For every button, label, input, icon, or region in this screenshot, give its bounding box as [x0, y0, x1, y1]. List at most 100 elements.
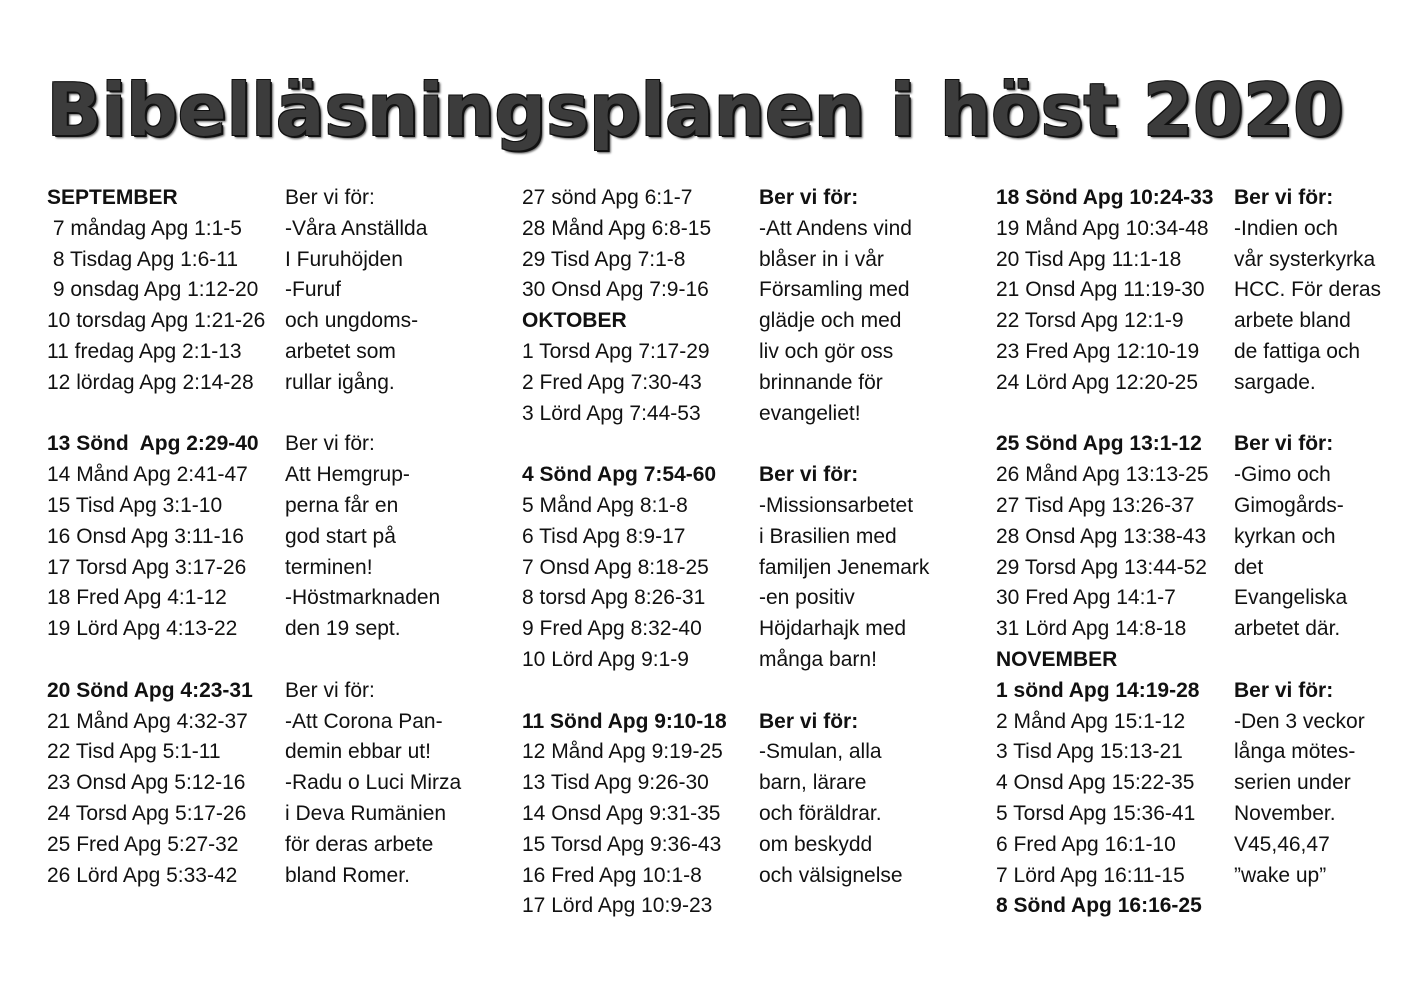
spacer-line	[47, 399, 265, 430]
text-line: de fattiga och	[1234, 339, 1361, 363]
text-line: Ber vi för:	[1234, 186, 1334, 209]
text-line: familjen Jenemark	[759, 555, 930, 579]
text-line: Ber vi för:	[285, 678, 375, 702]
text-line: 21 Månd Apg 4:32-37	[47, 709, 248, 733]
text-line: 20 Sönd Apg 4:23-31	[47, 678, 253, 702]
text-line: 2 Fred Apg 7:30-43	[522, 370, 702, 394]
text-line: 27 Tisd Apg 13:26-37	[996, 493, 1195, 517]
text-line: 18 Fred Apg 4:1-12	[47, 586, 227, 610]
text-line: 27 sönd Apg 6:1-7	[522, 186, 693, 209]
text-line: glädje och med	[759, 309, 902, 333]
text-line: 11 fredag Apg 2:1-13	[47, 339, 242, 363]
text-line: -Våra Anställda	[285, 216, 428, 240]
text-line: November.	[1234, 801, 1336, 825]
text-line: Att Hemgrup-	[285, 463, 410, 487]
text-line: i Deva Rumänien	[285, 801, 447, 825]
text-line: i Brasilien med	[759, 524, 897, 548]
text-line: 3 Tisd Apg 15:13-21	[996, 740, 1183, 764]
text-line: bland Romer.	[285, 863, 410, 887]
text-line: 26 Lörd Apg 5:33-42	[47, 863, 238, 887]
text-line: Ber vi för:	[1234, 432, 1334, 456]
text-line: Ber vi för:	[1234, 678, 1334, 702]
prayer-column-september: Ber vi för: -Våra Anställda I Furuhöjden -F…	[285, 183, 461, 891]
text-line: 30 Fred Apg 14:1-7	[996, 586, 1176, 610]
text-line: 29 Tisd Apg 7:1-8	[522, 247, 686, 271]
text-line: 28 Månd Apg 6:8-15	[522, 216, 712, 240]
page-title: Bibelläsningsplanen i höst 2020	[46, 68, 1344, 152]
text-line: SEPTEMBER	[47, 186, 178, 209]
text-line: 5 Månd Apg 8:1-8	[522, 493, 688, 517]
text-line: 4 Sönd Apg 7:54-60	[522, 463, 717, 487]
text-line: Församling med	[759, 278, 910, 302]
spacer-line	[1234, 645, 1381, 676]
text-line: 19 Lörd Apg 4:13-22	[47, 617, 238, 641]
text-line: den 19 sept.	[285, 617, 401, 641]
text-line: blåser in i vår	[759, 247, 884, 271]
text-line: 12 Månd Apg 9:19-25	[522, 740, 723, 764]
text-line: 16 Fred Apg 10:1-8	[522, 863, 702, 887]
text-line: -Den 3 veckor	[1234, 709, 1365, 733]
spacer-line	[285, 399, 461, 430]
text-line: och välsignelse	[759, 863, 903, 887]
text-line: 9 onsdag Apg 1:12-20	[47, 278, 259, 302]
prayer-column-october: Ber vi för: -Att Andens vind blåser in i v…	[759, 183, 929, 891]
text-line: Ber vi för:	[759, 709, 859, 733]
text-line: I Furuhöjden	[285, 247, 403, 271]
text-line: Ber vi för:	[759, 186, 859, 209]
text-line: brinnande för	[759, 370, 883, 394]
text-line: ”wake up”	[1234, 863, 1327, 887]
text-line: 23 Fred Apg 12:10-19	[996, 339, 1200, 363]
text-line: 8 torsd Apg 8:26-31	[522, 586, 706, 610]
text-line: 15 Tisd Apg 3:1-10	[47, 493, 223, 517]
text-line: HCC. För deras	[1234, 278, 1382, 302]
text-line: 6 Fred Apg 16:1-10	[996, 832, 1176, 856]
text-line: -Indien och	[1234, 216, 1338, 240]
text-line: arbete bland	[1234, 309, 1351, 333]
text-line: demin ebbar ut!	[285, 740, 431, 764]
spacer-line	[1234, 399, 1381, 430]
text-line: om beskydd	[759, 832, 873, 856]
text-line: Gimogårds-	[1234, 493, 1344, 517]
spacer-line	[759, 676, 929, 707]
text-line: 7 måndag Apg 1:1-5	[47, 216, 242, 240]
text-line: 6 Tisd Apg 8:9-17	[522, 524, 686, 548]
text-line: 31 Lörd Apg 14:8-18	[996, 617, 1187, 641]
text-line: 13 Tisd Apg 9:26-30	[522, 771, 709, 795]
text-line: 26 Månd Apg 13:13-25	[996, 463, 1209, 487]
text-line: för deras arbete	[285, 832, 434, 856]
text-line: perna får en	[285, 493, 399, 517]
text-line: 14 Onsd Apg 9:31-35	[522, 801, 721, 825]
text-line: 25 Sönd Apg 13:1-12	[996, 432, 1202, 456]
text-line: 28 Onsd Apg 13:38-43	[996, 524, 1207, 548]
text-line: arbetet som	[285, 339, 396, 363]
text-line: 17 Lörd Apg 10:9-23	[522, 894, 713, 918]
text-line: -Radu o Luci Mirza	[285, 771, 462, 795]
text-line: långa mötes-	[1234, 740, 1356, 764]
text-line: V45,46,47	[1234, 832, 1330, 856]
text-line: 17 Torsd Apg 3:17-26	[47, 555, 247, 579]
text-line: 12 lördag Apg 2:14-28	[47, 370, 254, 394]
text-line: 16 Onsd Apg 3:11-16	[47, 524, 244, 548]
text-line: 22 Torsd Apg 12:1-9	[996, 309, 1184, 333]
text-line: 4 Onsd Apg 15:22-35	[996, 771, 1195, 795]
text-line: 18 Sönd Apg 10:24-33	[996, 186, 1214, 209]
text-line: -Höstmarknaden	[285, 586, 441, 610]
text-line: 24 Lörd Apg 12:20-25	[996, 370, 1199, 394]
spacer-line	[759, 429, 929, 460]
text-line: -Smulan, alla	[759, 740, 882, 764]
text-line: 19 Månd Apg 10:34-48	[996, 216, 1209, 240]
text-line: -Att Corona Pan-	[285, 709, 443, 733]
text-line: OKTOBER	[522, 309, 627, 333]
text-line: 30 Onsd Apg 7:9-16	[522, 278, 709, 302]
spacer-line	[285, 645, 461, 676]
text-line: det	[1234, 555, 1264, 579]
text-line: -en positiv	[759, 586, 855, 610]
text-line: och föräldrar.	[759, 801, 882, 825]
reading-column-october: 27 sönd Apg 6:1-7 28 Månd Apg 6:8-15 29 Ti…	[522, 183, 727, 922]
text-line: 22 Tisd Apg 5:1-11	[47, 740, 221, 764]
text-line: 8 Tisdag Apg 1:6-11	[47, 247, 239, 271]
text-line: Ber vi för:	[759, 463, 859, 487]
text-line: 23 Onsd Apg 5:12-16	[47, 771, 246, 795]
text-line: -Furuf	[285, 278, 342, 302]
text-line: 3 Lörd Apg 7:44-53	[522, 401, 701, 425]
